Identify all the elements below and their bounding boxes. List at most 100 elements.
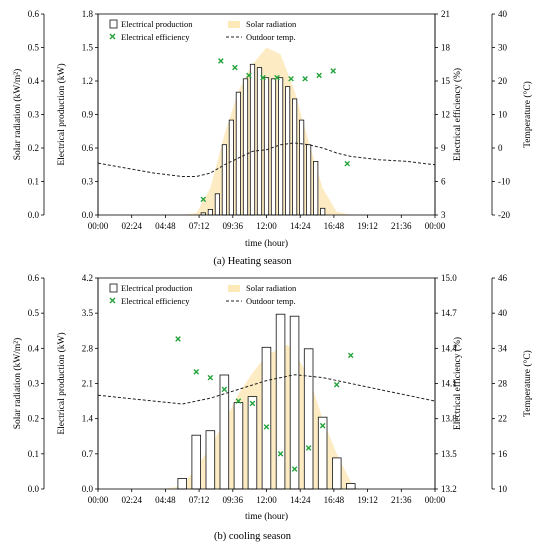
electrical-efficiency-tick-label: 14.1: [441, 379, 457, 389]
efficiency-point: [246, 72, 252, 79]
x-tick-label: 14:24: [290, 221, 311, 231]
efficiency-point: [316, 72, 322, 79]
x-tick-label: 21:36: [391, 495, 412, 505]
production-bar: [233, 402, 244, 490]
electrical-efficiency-tick-label: 12: [441, 110, 450, 120]
production-bar: [214, 193, 220, 216]
electrical-efficiency-tick-label: 15.0: [441, 273, 457, 283]
x-tick-label: 14:24: [290, 495, 311, 505]
electrical-production-tick-label: 0.9: [82, 110, 94, 120]
electrical-production-tick-label: 0.0: [82, 484, 94, 494]
production-bar: [289, 315, 300, 490]
solar-radiation-tick-label: 0.6: [28, 273, 40, 283]
production-bar: [191, 434, 201, 490]
electrical-production-tick-label: 0.6: [82, 143, 94, 153]
solar-radiation-tick-label: 0.0: [28, 484, 40, 494]
legend-label: Electrical production: [121, 19, 193, 29]
solar-radiation-tick-label: 0.0: [28, 210, 40, 220]
solar-radiation-tick-label: 0.6: [28, 9, 40, 19]
electrical-efficiency-tick-label: 21: [441, 9, 450, 19]
legend-swatch-solar: [228, 21, 240, 28]
electrical-efficiency-axis-label: Electrical efficiency (%): [452, 68, 463, 161]
panel-caption: (b) cooling season: [214, 531, 292, 542]
solar-radiation-tick-label: 0.3: [28, 379, 40, 389]
temperature-tick-label: -10: [498, 177, 510, 187]
electrical-production-tick-label: 1.4: [82, 414, 94, 424]
electrical-production-tick-label: 0.7: [82, 449, 94, 459]
efficiency-point: [221, 386, 228, 393]
temperature-tick-label: 40: [498, 9, 508, 19]
panel-caption: (a) Heating season: [213, 256, 292, 267]
production-bar: [298, 119, 305, 216]
solar-radiation-tick-label: 0.2: [28, 143, 39, 153]
temperature-axis-label: Temperature (°C): [522, 350, 533, 417]
efficiency-point: [260, 74, 266, 81]
solar-radiation-axis-label: Solar radiation (kW/m²): [12, 338, 23, 430]
efficiency-point: [291, 466, 298, 472]
temperature-axis-label: Temperature (°C): [522, 81, 533, 148]
electrical-efficiency-tick-label: 14.7: [441, 308, 457, 318]
electrical-production-tick-label: 1.2: [82, 76, 93, 86]
production-bar: [263, 77, 270, 216]
production-bar: [317, 416, 328, 490]
efficiency-point: [193, 368, 200, 375]
electrical-efficiency-tick-label: 3: [441, 210, 446, 220]
electrical-production-axis-label: Electrical production (kW): [56, 63, 67, 165]
x-tick-label: 16:48: [324, 221, 345, 231]
efficiency-point: [288, 75, 294, 82]
outdoor-temp-line: [97, 142, 436, 177]
production-bar: [219, 374, 230, 490]
solar-radiation-tick-label: 0.3: [28, 110, 40, 120]
electrical-production-tick-label: 1.5: [82, 43, 94, 53]
electrical-efficiency-tick-label: 6: [441, 177, 446, 187]
x-tick-label: 02:24: [121, 221, 142, 231]
electrical-production-tick-label: 3.5: [82, 308, 94, 318]
temperature-tick-label: 28: [498, 379, 508, 389]
x-tick-label: 19:12: [357, 221, 378, 231]
legend-label: Solar radiation: [246, 283, 297, 293]
efficiency-point: [232, 64, 238, 71]
x-tick-label: 21:36: [391, 221, 412, 231]
legend-label: Electrical production: [121, 283, 193, 293]
x-tick-label: 09:36: [223, 495, 244, 505]
legend-label: Outdoor temp.: [246, 32, 296, 42]
legend-label: Outdoor temp.: [246, 296, 296, 306]
x-tick-label: 16:48: [324, 495, 345, 505]
production-bar: [345, 483, 356, 490]
temperature-tick-label: 40: [498, 308, 508, 318]
electrical-production-tick-label: 0.0: [82, 210, 94, 220]
efficiency-point: [274, 74, 280, 81]
electrical-efficiency-tick-label: 13.8: [441, 414, 457, 424]
efficiency-point: [175, 336, 181, 342]
efficiency-point: [249, 400, 256, 407]
production-bar: [221, 144, 227, 216]
solar-radiation-tick-label: 0.4: [28, 76, 40, 86]
temperature-tick-label: 46: [498, 273, 508, 283]
electrical-efficiency-tick-label: 14.4: [441, 343, 457, 353]
legend-label: Solar radiation: [246, 19, 297, 29]
production-bar: [207, 208, 213, 216]
temperature-tick-label: 16: [498, 449, 508, 459]
legend-swatch-efficiency: [109, 33, 116, 40]
solar-radiation-tick-label: 0.5: [28, 308, 40, 318]
x-axis-label: time (hour): [245, 238, 288, 249]
x-tick-label: 00:00: [88, 221, 109, 231]
efficiency-point: [344, 160, 351, 167]
production-bar: [247, 396, 258, 490]
efficiency-point: [277, 451, 284, 457]
solar-radiation-tick-label: 0.1: [28, 177, 39, 187]
electrical-efficiency-tick-label: 13.2: [441, 484, 457, 494]
production-bar: [320, 207, 326, 216]
production-bar: [235, 91, 241, 216]
x-tick-label: 00:00: [425, 221, 446, 231]
x-tick-label: 12:00: [256, 221, 277, 231]
efficiency-point: [207, 374, 214, 381]
x-tick-label: 09:36: [223, 221, 244, 231]
production-bar: [256, 67, 263, 216]
temperature-tick-label: 10: [498, 110, 508, 120]
x-tick-label: 00:00: [425, 495, 446, 505]
solar-radiation-tick-label: 0.5: [28, 43, 40, 53]
efficiency-point: [218, 58, 224, 64]
production-bar: [313, 160, 319, 216]
solar-radiation-tick-label: 0.2: [28, 414, 39, 424]
